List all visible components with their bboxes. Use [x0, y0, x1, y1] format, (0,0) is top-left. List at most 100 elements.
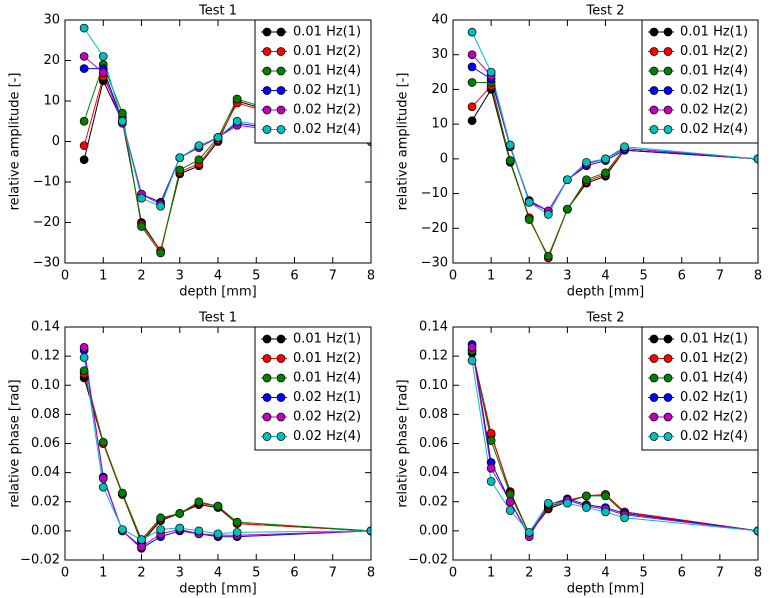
data-point [486, 428, 496, 438]
y-tick-label: 0.14 [419, 320, 448, 335]
legend-marker [663, 412, 673, 422]
data-point [79, 353, 89, 362]
y-tick-label: −0.02 [408, 553, 448, 568]
legend-marker [262, 27, 272, 37]
data-point [213, 133, 223, 142]
y-tick-label: 0.00 [31, 523, 60, 538]
plot-area [467, 27, 758, 263]
x-tick-label: 3 [176, 269, 184, 284]
legend-marker [663, 66, 673, 76]
legend-marker [649, 373, 659, 383]
x-axis-label: depth [mm] [179, 582, 256, 597]
legend-marker [649, 412, 659, 422]
data-point [156, 201, 165, 211]
data-point [505, 156, 515, 165]
y-tick-label: 0.00 [419, 523, 448, 538]
x-tick-label: 7 [329, 269, 337, 284]
legend-marker [262, 66, 272, 76]
data-point [118, 116, 127, 126]
y-tick-label: 20 [431, 82, 448, 97]
data-point [194, 141, 204, 150]
y-tick-label: 0.02 [419, 494, 448, 509]
legend-marker [663, 393, 673, 402]
data-point [467, 343, 477, 352]
data-point [601, 491, 610, 501]
x-tick-label: 0 [449, 566, 457, 581]
series-line [83, 357, 371, 541]
data-point [232, 116, 242, 126]
data-point [601, 154, 610, 164]
x-tick-label: 5 [639, 566, 647, 581]
data-point [467, 78, 477, 87]
legend-marker [262, 354, 272, 363]
data-point [79, 52, 89, 61]
x-tick-label: 6 [678, 269, 686, 284]
y-tick-label: 0.04 [31, 465, 60, 480]
data-point [505, 140, 515, 150]
legend-label: 0.01 Hz(4) [680, 371, 748, 386]
legend-label: 0.02 Hz(2) [293, 410, 361, 425]
legend-marker [262, 432, 272, 441]
legend-marker [663, 86, 673, 95]
y-tick-label: −30 [33, 256, 60, 271]
y-axis-label: relative amplitude [-] [396, 73, 411, 211]
legend-label: 0.02 Hz(1) [293, 390, 361, 405]
x-tick-label: 7 [716, 269, 724, 284]
x-tick-label: 4 [214, 269, 222, 284]
y-tick-label: 0.12 [419, 349, 448, 364]
legend-marker [262, 47, 272, 56]
x-tick-label: 2 [137, 566, 145, 581]
data-point [156, 525, 165, 534]
y-tick-label: 10 [43, 94, 60, 109]
legend-marker [276, 373, 286, 383]
x-tick-label: 0 [61, 269, 69, 284]
data-point [563, 498, 572, 508]
data-point [486, 67, 496, 77]
data-point [79, 141, 89, 150]
data-point [543, 251, 553, 261]
chart-title: Test 1 [198, 4, 237, 19]
x-tick-label: 7 [716, 566, 724, 581]
data-point [601, 507, 610, 517]
data-point [118, 488, 127, 498]
data-point [98, 52, 108, 61]
legend-marker [276, 334, 286, 344]
data-point [98, 68, 108, 78]
data-point [137, 542, 146, 552]
y-tick-label: 0.08 [419, 407, 448, 422]
legend-box [641, 19, 759, 144]
series-line [471, 350, 758, 535]
data-point [79, 64, 89, 73]
data-point [582, 175, 591, 185]
legend-marker [649, 125, 659, 134]
legend-label: 0.02 Hz(4) [293, 429, 361, 444]
y-tick-label: −30 [421, 256, 448, 271]
legend-marker [262, 334, 272, 344]
x-axis-label: depth [mm] [179, 285, 256, 300]
series-line [471, 360, 758, 534]
data-point [753, 526, 758, 536]
chart-title: Test 2 [585, 4, 624, 19]
chart-title: Test 1 [198, 311, 237, 326]
chart-title: Test 2 [585, 311, 624, 326]
data-point [194, 155, 204, 165]
data-point [524, 215, 534, 224]
legend-marker [649, 86, 659, 95]
legend-marker [276, 412, 286, 422]
legend-marker [276, 105, 286, 115]
y-tick-label: 0.02 [31, 494, 60, 509]
legend-label: 0.02 Hz(2) [680, 410, 748, 425]
legend-marker [262, 125, 272, 134]
legend-label: 0.02 Hz(1) [680, 390, 748, 405]
x-tick-label: 8 [367, 566, 375, 581]
legend-marker [663, 125, 673, 134]
x-tick-label: 1 [487, 269, 495, 284]
data-point [232, 94, 242, 104]
legend-label: 0.01 Hz(4) [680, 64, 748, 79]
series-line [471, 54, 758, 212]
y-tick-label: 0.06 [31, 436, 60, 451]
y-tick-label: 20 [43, 53, 60, 68]
data-point [505, 497, 515, 507]
x-tick-label: 4 [214, 566, 222, 581]
